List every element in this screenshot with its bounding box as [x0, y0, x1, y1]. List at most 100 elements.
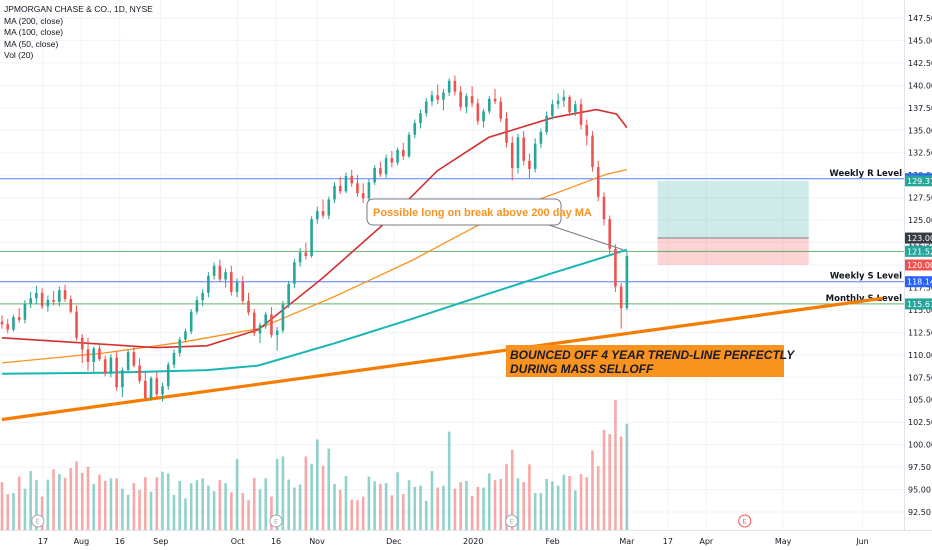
candle-body-58: [333, 185, 336, 200]
candle-body-28: [161, 386, 164, 395]
candle-body-11: [63, 290, 67, 300]
candle-79: [453, 75, 457, 96]
earnings-event-1: [269, 514, 283, 528]
volume-bar-9: [52, 469, 55, 530]
candle-45: [258, 322, 262, 344]
annotations[interactable]: Possible long on break above 200 day MA B…: [366, 198, 795, 377]
price-tick-13: 115.00: [908, 306, 932, 315]
candle-body-56: [321, 211, 325, 216]
candle-98: [562, 89, 566, 107]
volume-bar-10: [58, 474, 61, 530]
candle-body-68: [390, 158, 394, 163]
volume-bar-81: [465, 480, 468, 530]
price-tick-4: 137.50: [908, 104, 932, 113]
volume-bar-48: [275, 458, 279, 530]
candlesticks: [0, 75, 629, 402]
candle-107: [614, 244, 617, 292]
candle-64: [367, 178, 371, 202]
volume-bar-33: [189, 483, 193, 530]
ma100-line: [1, 169, 628, 364]
candle-body-93: [533, 143, 537, 169]
candle-body-22: [126, 352, 130, 371]
candle-27: [155, 371, 159, 398]
candle-body-98: [562, 97, 566, 101]
candle-body-52: [298, 252, 302, 263]
candle-84: [482, 108, 485, 128]
volume-bar-47: [270, 496, 273, 530]
candle-body-46: [264, 314, 268, 326]
candle-89: [510, 136, 514, 181]
legend-ma50[interactable]: MA (50, close): [4, 38, 59, 49]
callout-text: Possible long on break above 200 day MA: [373, 207, 592, 219]
candle-83: [476, 98, 480, 125]
candle-47: [270, 307, 273, 338]
legend-ma200[interactable]: MA (200, close): [4, 15, 64, 26]
time-tick-3: Sep: [153, 537, 168, 546]
time-axis[interactable]: 17 Aug 16 Sep Oct 16 Nov Dec 2020 Feb Mar 17 Apr May J…: [0, 530, 932, 550]
price-tick-14: 112.50: [908, 328, 932, 337]
candle-body-49: [281, 304, 285, 331]
volume-bar-68: [390, 495, 394, 530]
candle-body-33: [189, 311, 193, 332]
legend-ma100[interactable]: MA (100, close): [4, 27, 64, 37]
volume-bar-105: [602, 429, 606, 530]
trend-line[interactable]: [1, 296, 884, 422]
volume-bar-94: [539, 492, 543, 530]
volume-bar-25: [144, 477, 147, 530]
candle-body-109: [625, 256, 629, 309]
volume-bar-0: [0, 482, 4, 530]
price-tick-6: 132.50: [908, 149, 932, 158]
price-badge-text-4: 120.00: [907, 261, 932, 270]
candle-body-65: [373, 167, 376, 183]
price-axis[interactable]: 147.50 145.00 142.50 140.00 137.50 135.00 132.…: [904, 0, 932, 530]
volume-bar-40: [230, 492, 233, 530]
volume-bar-15: [86, 466, 90, 530]
candle-body-38: [218, 265, 222, 280]
callout-pointer: [548, 224, 624, 251]
candle-19: [109, 353, 113, 378]
time-tick-11: 17: [663, 537, 673, 546]
candle-77: [442, 88, 445, 111]
volume-bar-42: [241, 492, 245, 530]
volume-bar-61: [350, 499, 354, 530]
candle-body-7: [40, 292, 44, 307]
volume-bar-79: [453, 488, 457, 530]
legend-volume[interactable]: Vol (20): [4, 50, 34, 60]
candle-23: [132, 345, 136, 368]
candle-61: [350, 169, 354, 187]
time-tick-13: May: [775, 537, 792, 546]
earnings-event-label-3: E: [743, 518, 747, 526]
candle-87: [499, 97, 503, 123]
candle-body-48: [275, 330, 279, 336]
volume-bar-36: [207, 485, 210, 530]
candle-39: [224, 268, 227, 288]
candle-body-71: [407, 134, 411, 157]
volume-bar-27: [155, 477, 159, 530]
candle-body-96: [551, 104, 554, 116]
volume-bar-41: [235, 458, 239, 530]
candle-42: [241, 275, 245, 305]
candle-body-24: [138, 365, 141, 381]
volume-bar-103: [591, 450, 594, 530]
candle-body-15: [86, 349, 90, 363]
candle-46: [264, 311, 268, 329]
price-tick-2: 142.50: [908, 59, 932, 68]
time-tick-8: 2020: [463, 537, 483, 546]
candle-body-42: [241, 282, 245, 301]
candle-body-6: [35, 292, 38, 299]
candle-body-67: [384, 158, 388, 175]
horizontal-levels[interactable]: Weekly R Level Weekly S Level Monthly S Le…: [0, 169, 904, 305]
volume-bar-83: [476, 486, 480, 530]
candle-body-79: [453, 80, 457, 92]
volume-bar-4: [23, 488, 27, 530]
long-position-tool[interactable]: [657, 180, 809, 265]
volume-bar-11: [63, 477, 67, 530]
volume-bar-107: [614, 400, 617, 530]
candle-24: [138, 358, 141, 384]
candle-6: [35, 285, 38, 305]
legend-title[interactable]: JPMORGAN CHASE & CO., 1D, NYSE: [4, 4, 153, 14]
candle-body-89: [510, 142, 514, 168]
volume-bar-88: [505, 463, 508, 530]
